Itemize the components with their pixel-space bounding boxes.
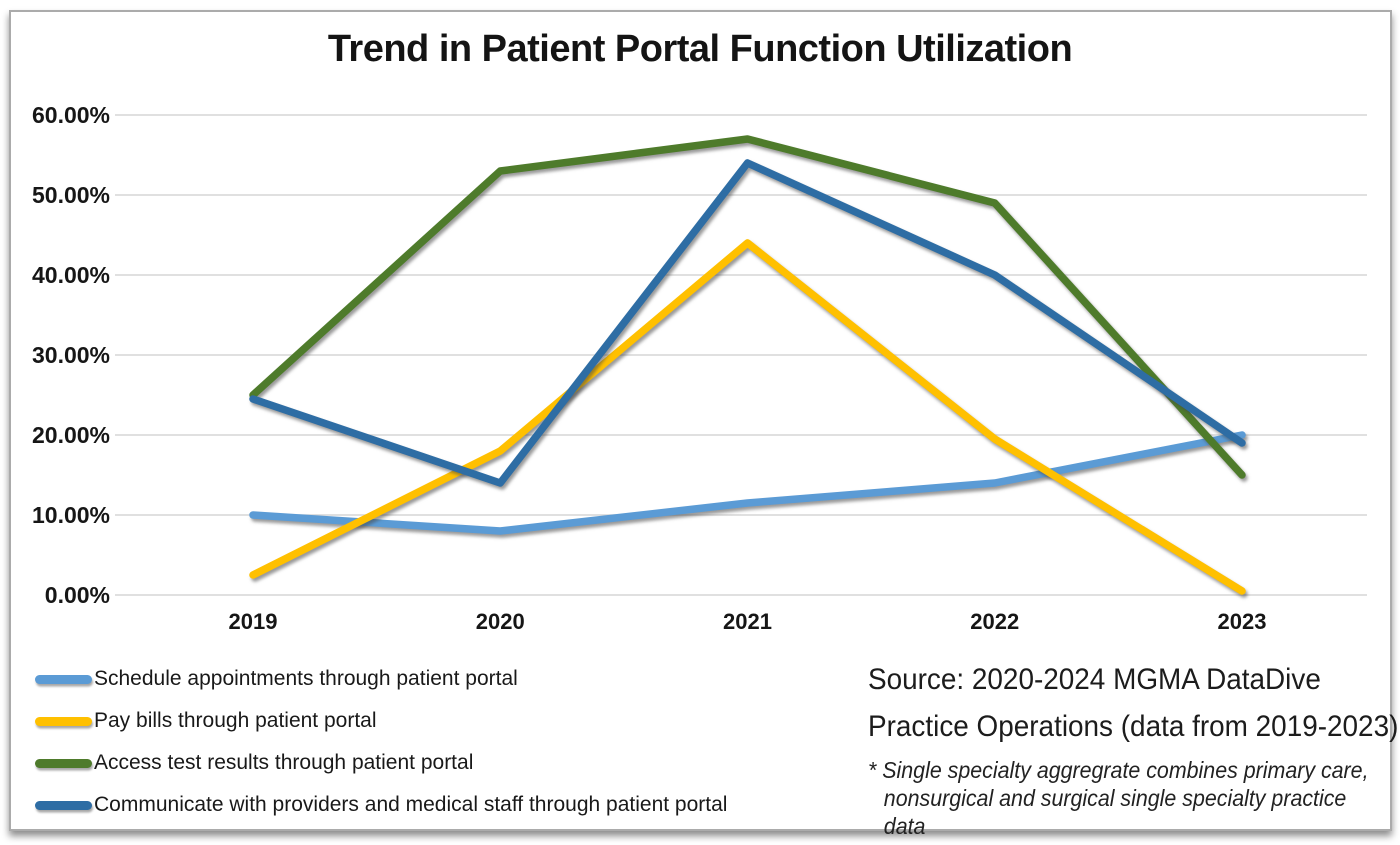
y-tick-label: 10.00% [31, 502, 110, 528]
legend-label: Pay bills through patient portal [94, 709, 377, 732]
series-line-schedule-appointments [249, 431, 1246, 535]
source-footnote: * Single specialty aggregrate combines p… [868, 756, 1389, 840]
legend-line-swatch-test-results [35, 758, 92, 768]
legend-item-access-test-results: Access test results through patient port… [35, 742, 727, 784]
x-tick-label: 2020 [475, 609, 525, 634]
footnote-line-2: nonsurgical and surgical single specialt… [883, 785, 1347, 839]
legend-line-swatch-communicate [35, 800, 92, 810]
series-line-access-test-results [249, 135, 1246, 479]
y-tick-label: 50.00% [31, 182, 110, 208]
y-tick-label: 30.00% [31, 342, 110, 368]
source-attribution: Source: 2020-2024 MGMA DataDive Practice… [868, 656, 1399, 840]
source-line-1: Source: 2020-2024 MGMA DataDive [868, 663, 1321, 696]
legend-label: Schedule appointments through patient po… [94, 667, 518, 690]
legend-line-swatch-pay-bills [35, 716, 92, 726]
x-tick-label: 2023 [1217, 609, 1267, 634]
series-line-communicate-providers [249, 159, 1246, 487]
x-tick-label: 2019 [228, 609, 278, 634]
y-tick-label: 40.00% [31, 262, 110, 288]
legend-item-communicate-providers: Communicate with providers and medical s… [35, 784, 727, 826]
source-line-2: Practice Operations (data from 2019-2023… [868, 710, 1399, 743]
chart-legend: Schedule appointments through patient po… [35, 658, 727, 826]
legend-item-schedule-appointments: Schedule appointments through patient po… [35, 658, 727, 700]
y-tick-label: 20.00% [31, 422, 110, 448]
chart-title: Trend in Patient Portal Function Utiliza… [327, 28, 1073, 70]
legend-item-pay-bills: Pay bills through patient portal [35, 700, 727, 742]
y-tick-label: 0.00% [44, 582, 110, 608]
footnote-line-1: * Single specialty aggregrate combines p… [868, 757, 1369, 783]
legend-label: Communicate with providers and medical s… [94, 793, 728, 816]
legend-line-swatch-schedule [35, 674, 92, 684]
legend-label: Access test results through patient port… [94, 751, 474, 774]
x-tick-label: 2022 [970, 609, 1020, 634]
y-tick-label: 60.00% [31, 102, 110, 128]
x-tick-label: 2021 [723, 609, 772, 634]
series-line-pay-bills [249, 239, 1246, 595]
